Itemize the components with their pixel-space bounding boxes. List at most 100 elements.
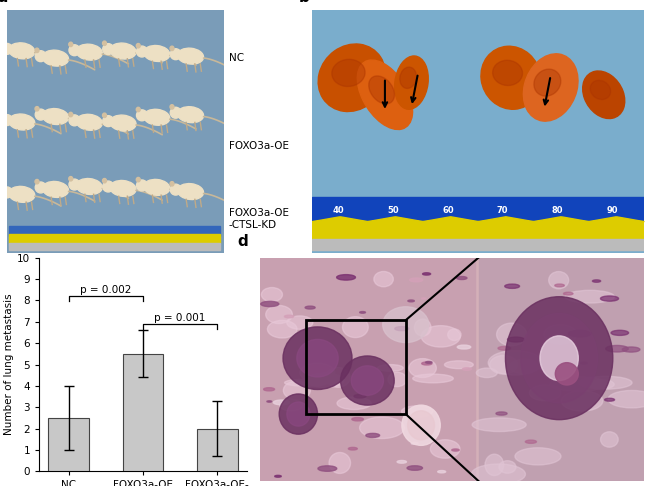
Ellipse shape [177,48,203,64]
Ellipse shape [506,296,613,419]
Text: 60: 60 [442,206,454,215]
Ellipse shape [110,115,136,131]
Ellipse shape [318,44,385,111]
Ellipse shape [136,180,148,191]
Ellipse shape [35,48,39,52]
Text: 90: 90 [606,206,618,215]
Ellipse shape [170,184,181,195]
Ellipse shape [283,327,352,389]
Ellipse shape [421,326,460,347]
Bar [312,239,644,250]
Ellipse shape [280,394,318,434]
Ellipse shape [136,46,148,57]
Ellipse shape [565,290,614,303]
Ellipse shape [35,109,46,120]
Ellipse shape [407,466,422,470]
Ellipse shape [103,116,114,126]
Ellipse shape [337,275,356,280]
Bar [478,258,644,481]
Ellipse shape [326,367,350,387]
Ellipse shape [103,44,114,54]
Ellipse shape [505,284,519,288]
Text: a: a [0,0,8,5]
Ellipse shape [463,368,471,370]
Ellipse shape [136,107,140,112]
Text: b: b [299,0,309,5]
Ellipse shape [452,449,459,451]
Ellipse shape [76,178,102,194]
Ellipse shape [103,41,107,46]
Ellipse shape [42,108,68,124]
Ellipse shape [1,187,12,198]
Ellipse shape [422,362,432,365]
Ellipse shape [601,296,619,301]
Ellipse shape [488,350,542,375]
Bar [123,354,163,471]
Ellipse shape [285,315,294,318]
Ellipse shape [601,432,618,447]
Ellipse shape [369,381,384,385]
Ellipse shape [264,388,274,391]
Ellipse shape [69,112,73,117]
Text: NC: NC [229,53,244,63]
Ellipse shape [402,405,440,445]
Ellipse shape [525,440,536,443]
Ellipse shape [332,59,365,87]
Ellipse shape [555,284,564,287]
Ellipse shape [110,180,136,196]
Ellipse shape [590,80,610,100]
Bar [49,418,89,471]
Bar [8,243,220,250]
Ellipse shape [69,179,80,190]
Ellipse shape [430,440,460,458]
Bar [8,235,220,243]
Ellipse shape [274,400,290,405]
Ellipse shape [374,272,393,287]
Ellipse shape [76,114,102,130]
Ellipse shape [144,46,170,61]
Ellipse shape [275,475,281,477]
Ellipse shape [144,109,170,125]
Ellipse shape [534,69,561,96]
Text: 40: 40 [333,206,344,215]
Bar [8,226,220,236]
Ellipse shape [358,60,413,129]
Ellipse shape [103,113,107,118]
Ellipse shape [267,401,272,402]
Ellipse shape [287,316,313,330]
Ellipse shape [540,336,578,381]
Ellipse shape [266,306,292,324]
Ellipse shape [411,442,418,444]
Text: p = 0.002: p = 0.002 [80,285,131,295]
Ellipse shape [352,417,363,421]
Bar [197,429,237,471]
Ellipse shape [510,359,538,374]
Ellipse shape [35,51,46,62]
Ellipse shape [498,347,510,350]
Ellipse shape [606,346,629,352]
Ellipse shape [329,452,350,473]
Ellipse shape [397,460,406,463]
Ellipse shape [592,280,601,282]
Ellipse shape [359,417,404,438]
Ellipse shape [564,292,573,295]
Ellipse shape [476,368,497,378]
Ellipse shape [580,362,587,364]
Ellipse shape [497,323,526,346]
Ellipse shape [523,54,578,121]
Ellipse shape [457,345,471,349]
Bar [306,320,406,414]
Ellipse shape [354,395,366,398]
Ellipse shape [136,177,140,182]
Ellipse shape [261,301,279,307]
Ellipse shape [297,339,338,377]
Ellipse shape [409,359,436,378]
Ellipse shape [1,184,5,189]
Ellipse shape [481,46,541,109]
Ellipse shape [415,319,431,336]
Ellipse shape [421,298,426,299]
Ellipse shape [496,412,507,415]
Ellipse shape [493,60,523,86]
Ellipse shape [408,411,434,440]
Ellipse shape [529,385,561,401]
